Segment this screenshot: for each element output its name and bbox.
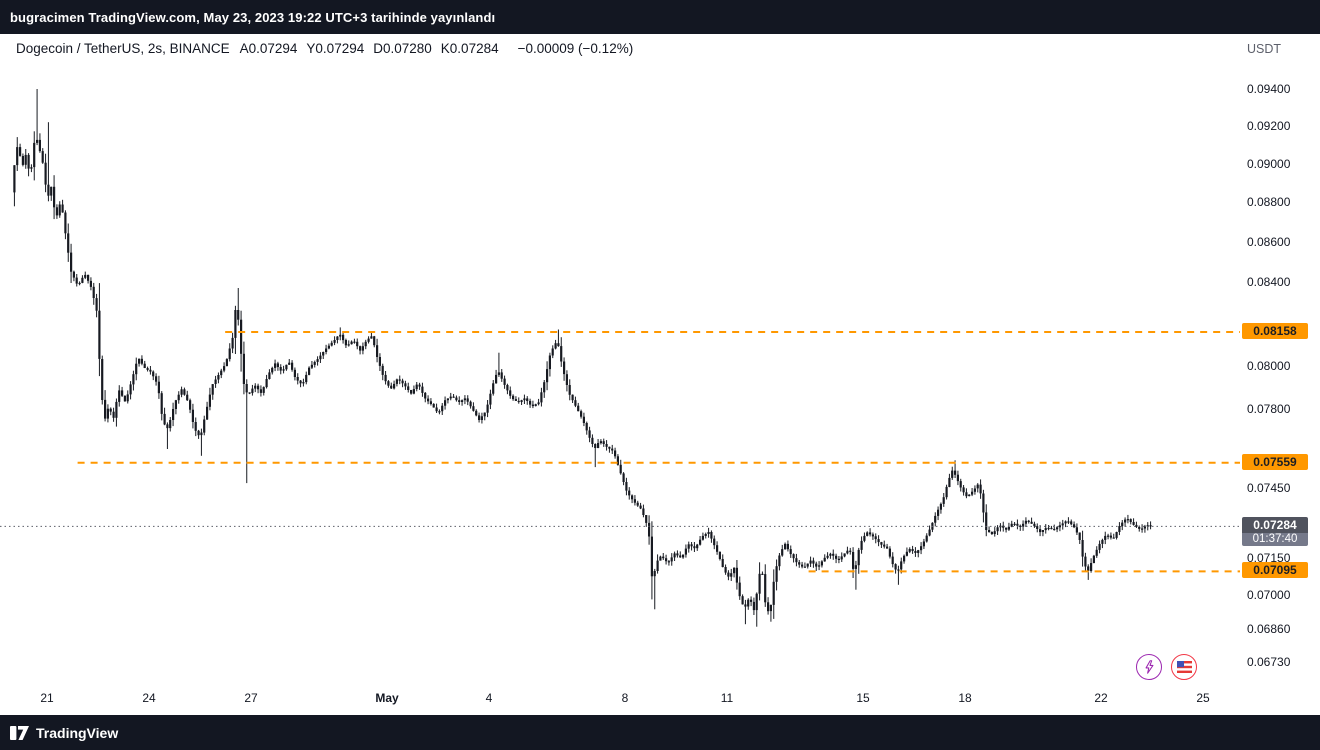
time-tick: 8 <box>621 691 629 705</box>
price-tick: 0.06730 <box>1247 655 1291 669</box>
candlestick-chart[interactable] <box>0 34 1320 715</box>
price-tick: 0.08800 <box>1247 195 1291 210</box>
price-tick: 0.09400 <box>1247 82 1291 96</box>
time-tick: 18 <box>958 691 972 705</box>
lightning-icon <box>1145 660 1153 674</box>
price-tick: 0.08600 <box>1247 234 1291 249</box>
publish-info-bar: bugracimen TradingView.com, May 23, 2023… <box>0 0 1320 34</box>
price-tick: 0.07800 <box>1247 401 1291 416</box>
last-price-badge: 0.07284 01:37:40 <box>1242 517 1308 547</box>
time-tick: 4 <box>485 691 493 705</box>
price-tick: 0.09000 <box>1247 156 1291 171</box>
ohlc-values: A0.07294 Y0.07294 D0.07280 K0.07284 <box>240 41 508 56</box>
currency-label: USDT <box>1247 42 1282 56</box>
flag-reaction-icon[interactable] <box>1171 654 1197 680</box>
price-tick: 0.07150 <box>1247 551 1291 566</box>
ohlc-D: D0.07280 <box>373 41 432 56</box>
last-price-value: 0.07284 <box>1242 517 1308 534</box>
symbol-title[interactable]: Dogecoin / TetherUS, 2s, BINANCE <box>16 41 230 56</box>
tradingview-logo-icon[interactable] <box>10 725 29 740</box>
time-tick: 25 <box>1196 691 1210 705</box>
price-tick: 0.07450 <box>1247 480 1291 495</box>
time-tick: 21 <box>40 691 54 705</box>
price-tick: 0.07000 <box>1247 587 1291 602</box>
level-price-label: 0.07095 <box>1242 562 1308 579</box>
reaction-badges <box>1136 654 1197 680</box>
time-tick: 15 <box>856 691 870 705</box>
level-price-label: 0.08158 <box>1242 323 1308 340</box>
time-tick: 22 <box>1094 691 1108 705</box>
footer-bar: TradingView <box>0 715 1320 750</box>
tradingview-wordmark[interactable]: TradingView <box>36 724 119 741</box>
time-tick: 24 <box>142 691 156 705</box>
level-price-label: 0.07559 <box>1242 453 1308 470</box>
chart-area: Dogecoin / TetherUS, 2s, BINANCE A0.0729… <box>0 34 1320 715</box>
ohlc-Y: Y0.07294 <box>306 41 365 56</box>
flag-icon <box>1176 661 1192 673</box>
ohlc-A: A0.07294 <box>239 41 298 56</box>
time-tick: 11 <box>720 691 734 705</box>
ohlc-K: K0.07284 <box>440 41 499 56</box>
bar-countdown: 01:37:40 <box>1242 533 1308 547</box>
chart-legend: Dogecoin / TetherUS, 2s, BINANCE A0.0729… <box>16 41 633 56</box>
price-tick: 0.08000 <box>1247 358 1291 373</box>
price-tick: 0.09200 <box>1247 118 1291 133</box>
time-tick: May <box>375 691 399 705</box>
price-change: −0.00009 (−0.12%) <box>517 41 634 56</box>
time-tick: 27 <box>244 691 258 705</box>
price-tick: 0.08400 <box>1247 274 1291 289</box>
price-tick: 0.06860 <box>1247 622 1291 637</box>
lightning-reaction-icon[interactable] <box>1136 654 1162 680</box>
publish-info-text: bugracimen TradingView.com, May 23, 2023… <box>10 9 496 25</box>
